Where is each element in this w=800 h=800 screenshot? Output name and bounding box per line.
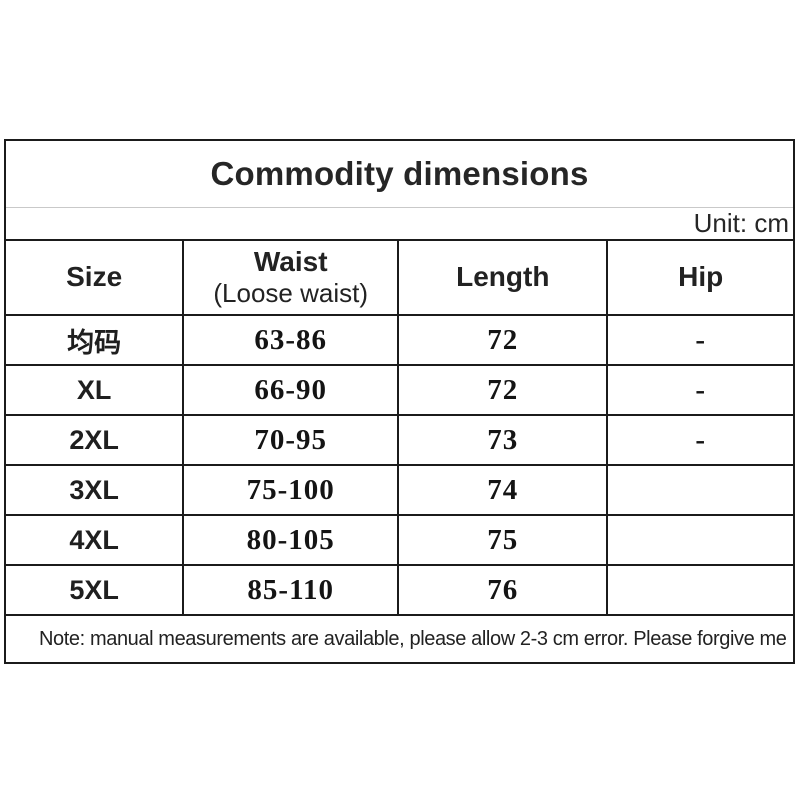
table-title-row: Commodity dimensions (6, 141, 793, 208)
size-value: 均码 (67, 327, 122, 358)
size-value: 5XL (69, 574, 119, 605)
length-cell: 73 (397, 416, 606, 464)
size-cell: 2XL (6, 416, 182, 464)
note-text: Note: manual measurements are available,… (39, 627, 787, 650)
size-value: XL (76, 374, 112, 405)
hip-value: - (695, 423, 707, 456)
table-row: 均码 63-86 72 - (6, 316, 793, 366)
table-row: 5XL 85-110 76 (6, 566, 793, 616)
table-row: 3XL 75-100 74 (6, 466, 793, 516)
waist-value: 70-95 (254, 423, 328, 456)
hip-value: - (695, 373, 707, 406)
length-cell: 76 (397, 566, 606, 614)
col-header-size: Size (6, 241, 182, 314)
unit-label: Unit: cm (693, 208, 789, 238)
size-grid: Size Waist (Loose waist) Length Hip 均码 6… (6, 239, 793, 662)
unit-row: Unit: cm (6, 208, 793, 239)
waist-cell: 63-86 (182, 316, 397, 364)
length-cell: 75 (397, 516, 606, 564)
size-cell: 均码 (6, 316, 182, 364)
length-value: 75 (487, 523, 519, 556)
col-header-waist-label: Waist (253, 246, 328, 278)
size-cell: 3XL (6, 466, 182, 514)
table-row: 4XL 80-105 75 (6, 516, 793, 566)
length-value: 76 (487, 573, 519, 606)
waist-value: 75-100 (246, 473, 335, 506)
hip-cell (606, 566, 793, 614)
note-row: Note: manual measurements are available,… (6, 616, 793, 662)
hip-cell: - (606, 416, 793, 464)
length-value: 74 (487, 473, 519, 506)
col-header-size-label: Size (66, 261, 123, 293)
hip-cell: - (606, 316, 793, 364)
waist-value: 85-110 (247, 573, 334, 606)
length-value: 72 (487, 323, 519, 356)
size-cell: XL (6, 366, 182, 414)
waist-cell: 66-90 (182, 366, 397, 414)
hip-cell (606, 466, 793, 514)
waist-cell: 70-95 (182, 416, 397, 464)
table-row: XL 66-90 72 - (6, 366, 793, 416)
hip-cell: - (606, 366, 793, 414)
length-cell: 72 (397, 366, 606, 414)
waist-cell: 85-110 (182, 566, 397, 614)
size-value: 3XL (69, 474, 119, 505)
waist-value: 66-90 (254, 373, 328, 406)
size-value: 4XL (69, 524, 119, 555)
waist-value: 63-86 (254, 323, 328, 356)
waist-value: 80-105 (246, 523, 335, 556)
length-value: 73 (487, 423, 519, 456)
waist-cell: 80-105 (182, 516, 397, 564)
size-value: 2XL (69, 424, 119, 455)
table-header-row: Size Waist (Loose waist) Length Hip (6, 241, 793, 316)
col-header-waist-sublabel: (Loose waist) (213, 277, 369, 308)
col-header-length-label: Length (456, 261, 550, 293)
length-cell: 72 (397, 316, 606, 364)
size-cell: 4XL (6, 516, 182, 564)
col-header-waist: Waist (Loose waist) (182, 241, 397, 314)
size-cell: 5XL (6, 566, 182, 614)
waist-cell: 75-100 (182, 466, 397, 514)
col-header-hip-label: Hip (678, 261, 724, 293)
length-cell: 74 (397, 466, 606, 514)
length-value: 72 (487, 373, 519, 406)
size-chart-table: Commodity dimensions Unit: cm Size Waist… (4, 139, 795, 664)
col-header-hip: Hip (606, 241, 793, 314)
table-row: 2XL 70-95 73 - (6, 416, 793, 466)
table-title: Commodity dimensions (210, 155, 589, 192)
hip-cell (606, 516, 793, 564)
col-header-length: Length (397, 241, 606, 314)
hip-value: - (695, 323, 707, 356)
